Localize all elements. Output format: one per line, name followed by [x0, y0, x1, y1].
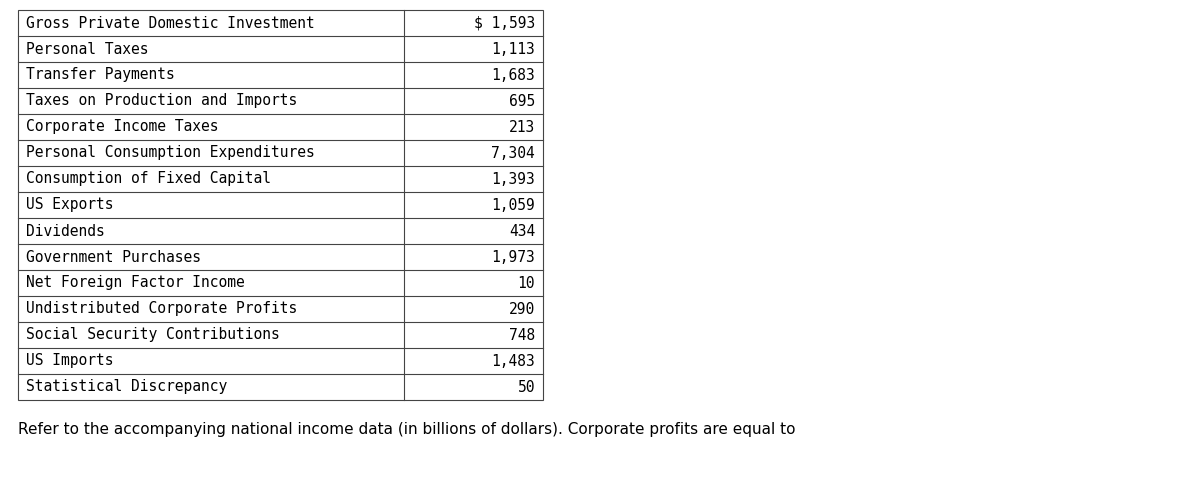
Text: Statistical Discrepancy: Statistical Discrepancy: [26, 380, 227, 395]
Text: 213: 213: [509, 119, 535, 135]
Text: Consumption of Fixed Capital: Consumption of Fixed Capital: [26, 171, 271, 186]
Text: 748: 748: [509, 328, 535, 342]
Text: Transfer Payments: Transfer Payments: [26, 68, 175, 83]
Text: 434: 434: [509, 224, 535, 239]
Text: Refer to the accompanying national income data (in billions of dollars). Corpora: Refer to the accompanying national incom…: [18, 422, 796, 437]
Text: 1,059: 1,059: [491, 197, 535, 213]
Text: Government Purchases: Government Purchases: [26, 249, 202, 264]
Text: Gross Private Domestic Investment: Gross Private Domestic Investment: [26, 15, 314, 30]
Text: Personal Taxes: Personal Taxes: [26, 42, 149, 57]
Text: Taxes on Production and Imports: Taxes on Production and Imports: [26, 93, 298, 108]
Text: 1,483: 1,483: [491, 353, 535, 368]
Text: 290: 290: [509, 302, 535, 317]
Text: US Exports: US Exports: [26, 197, 114, 213]
Text: Undistributed Corporate Profits: Undistributed Corporate Profits: [26, 302, 298, 317]
Text: 695: 695: [509, 93, 535, 108]
Text: Personal Consumption Expenditures: Personal Consumption Expenditures: [26, 146, 314, 161]
Text: 1,393: 1,393: [491, 171, 535, 186]
Text: Corporate Income Taxes: Corporate Income Taxes: [26, 119, 218, 135]
Bar: [18, 10, 542, 400]
Text: Dividends: Dividends: [26, 224, 104, 239]
Text: $ 1,593: $ 1,593: [474, 15, 535, 30]
Text: 1,973: 1,973: [491, 249, 535, 264]
Text: 1,113: 1,113: [491, 42, 535, 57]
Text: Net Foreign Factor Income: Net Foreign Factor Income: [26, 275, 245, 291]
Text: 1,683: 1,683: [491, 68, 535, 83]
Text: 50: 50: [517, 380, 535, 395]
Text: US Imports: US Imports: [26, 353, 114, 368]
Text: Social Security Contributions: Social Security Contributions: [26, 328, 280, 342]
Text: 7,304: 7,304: [491, 146, 535, 161]
Text: 10: 10: [517, 275, 535, 291]
